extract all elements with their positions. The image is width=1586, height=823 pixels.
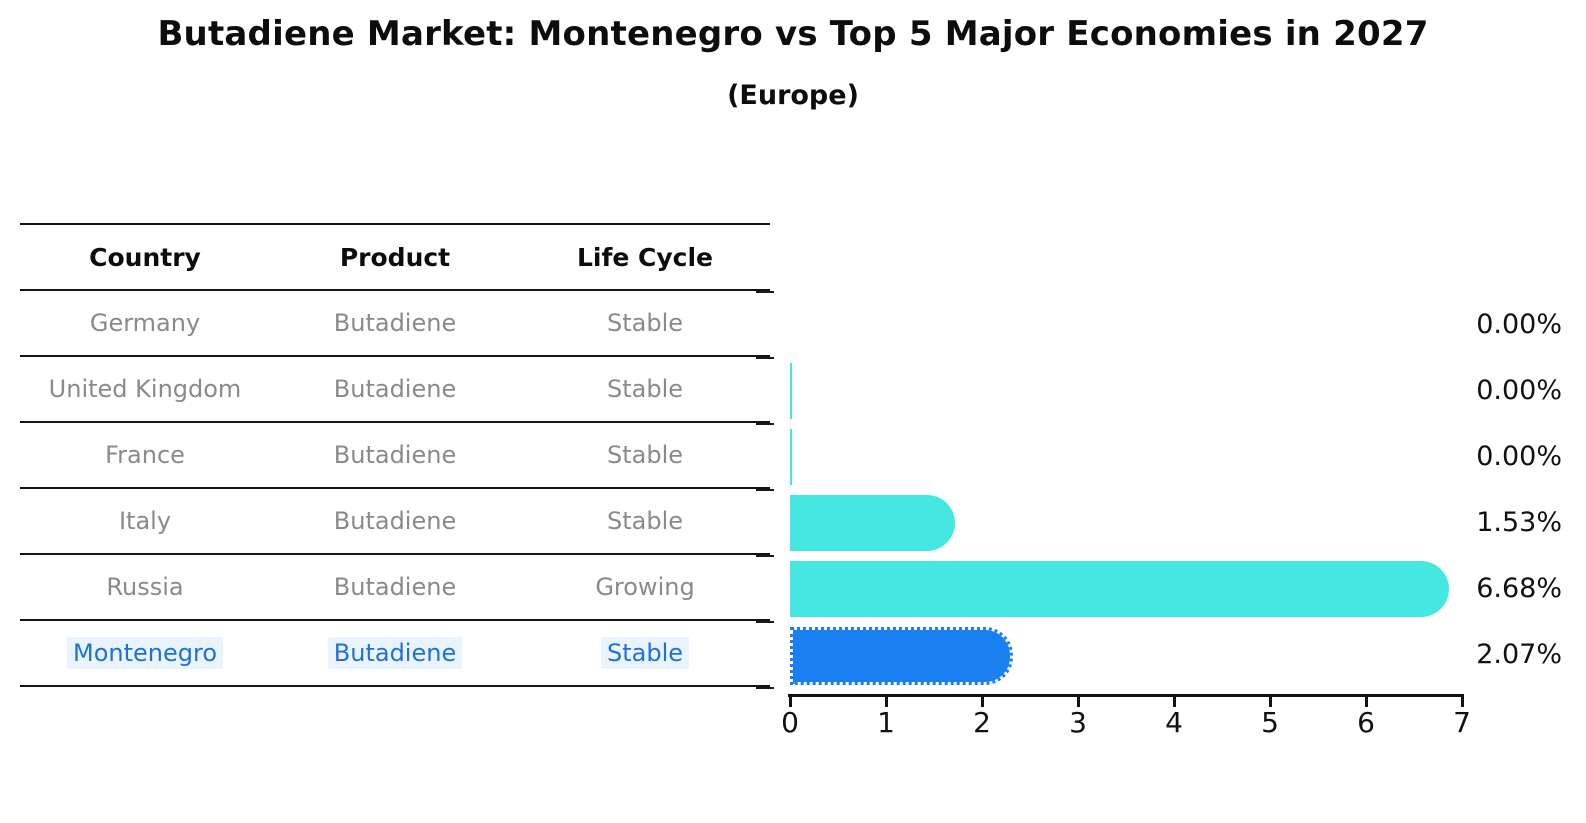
value-label-germany: 0.00%	[1476, 309, 1562, 340]
x-axis-tick	[885, 697, 888, 707]
x-axis-tick-label: 2	[973, 706, 991, 739]
table-body: Germany Butadiene Stable United Kingdom Buta…	[20, 291, 770, 687]
table-row-united-kingdom: United Kingdom Butadiene Stable	[20, 357, 770, 423]
x-axis-tick	[981, 697, 984, 707]
cell-life-cycle: Growing	[595, 573, 695, 601]
cell-country: Russia	[106, 573, 184, 601]
table-row-russia: Russia Butadiene Growing	[20, 555, 770, 621]
cell-country: Italy	[118, 507, 172, 535]
chart-subtitle: (Europe)	[727, 80, 859, 111]
x-axis-tick	[1173, 697, 1176, 707]
cell-life-cycle: Stable	[606, 309, 684, 337]
cell-product: Butadiene	[333, 507, 457, 535]
bar-montenegro	[790, 627, 1013, 685]
x-axis-tick	[789, 697, 792, 707]
x-axis-tick	[1269, 697, 1272, 707]
cell-country: France	[105, 441, 185, 469]
x-axis-line	[788, 694, 1464, 697]
x-axis-tick-label: 6	[1357, 706, 1375, 739]
bar-france	[790, 429, 792, 485]
x-axis-tick	[1077, 697, 1080, 707]
cell-life-cycle: Stable	[606, 441, 684, 469]
cell-country: United Kingdom	[48, 375, 242, 403]
table-row-germany: Germany Butadiene Stable	[20, 291, 770, 357]
x-axis-tick-label: 3	[1069, 706, 1087, 739]
x-axis-tick-label: 4	[1165, 706, 1183, 739]
cell-product: Butadiene	[333, 441, 457, 469]
cell-product: Butadiene	[333, 573, 457, 601]
bar-russia	[790, 561, 1450, 617]
x-axis-tick-label: 7	[1453, 706, 1471, 739]
column-header-product: Product	[339, 242, 451, 272]
x-axis-tick-label: 0	[781, 706, 799, 739]
column-header-life-cycle: Life Cycle	[576, 242, 714, 272]
y-axis-minor-tick	[756, 687, 774, 689]
value-label-italy: 1.53%	[1476, 507, 1562, 538]
cell-product: Butadiene	[270, 637, 520, 669]
chart-title: Butadiene Market: Montenegro vs Top 5 Ma…	[157, 14, 1429, 54]
x-axis-tick-label: 1	[877, 706, 895, 739]
x-axis-tick	[1461, 697, 1464, 707]
table-row-italy: Italy Butadiene Stable	[20, 489, 770, 555]
cell-country: Montenegro	[20, 637, 270, 669]
summary-table: Country Product Life Cycle Germany Butadi…	[20, 223, 770, 687]
bar-united-kingdom	[790, 363, 792, 419]
value-label-russia: 6.68%	[1476, 573, 1562, 604]
cell-life-cycle: Stable	[606, 375, 684, 403]
table-row-montenegro: Montenegro Butadiene Stable	[20, 621, 770, 687]
value-label-united-kingdom: 0.00%	[1476, 375, 1562, 406]
x-axis-tick	[1365, 697, 1368, 707]
bar-italy	[790, 495, 955, 551]
value-label-france: 0.00%	[1476, 441, 1562, 472]
cell-life-cycle: Stable	[606, 507, 684, 535]
cell-life-cycle: Stable	[520, 637, 770, 669]
x-axis-tick-label: 5	[1261, 706, 1279, 739]
table-header-row: Country Product Life Cycle	[20, 225, 770, 291]
value-label-montenegro: 2.07%	[1476, 639, 1562, 670]
cell-product: Butadiene	[333, 375, 457, 403]
column-header-country: Country	[89, 242, 201, 272]
cell-product: Butadiene	[333, 309, 457, 337]
table-row-france: France Butadiene Stable	[20, 423, 770, 489]
cell-country: Germany	[89, 309, 201, 337]
